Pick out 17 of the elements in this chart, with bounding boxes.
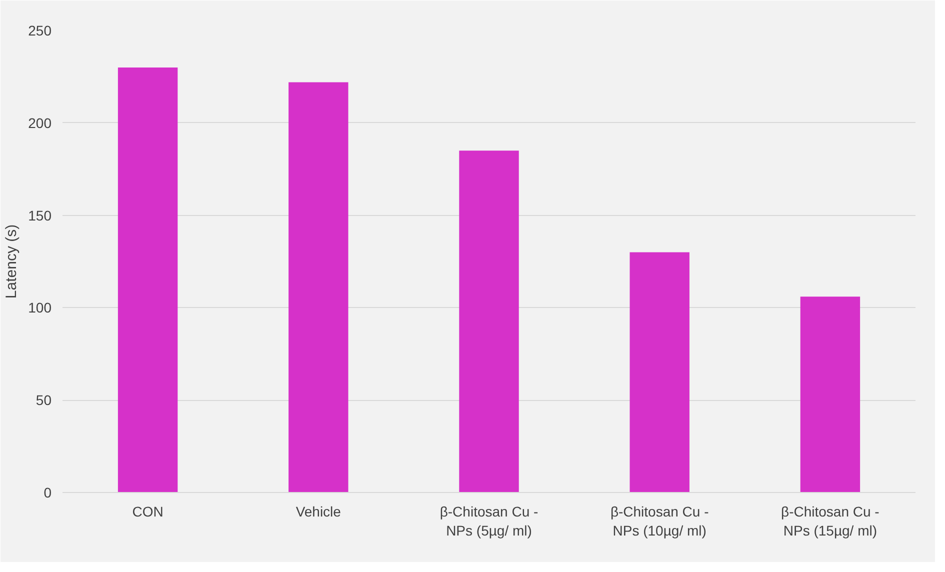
bar bbox=[800, 296, 860, 492]
bar bbox=[630, 252, 690, 492]
y-tick-label: 50 bbox=[36, 392, 52, 408]
x-tick-label: β-Chitosan Cu - NPs (5µg/ ml) bbox=[440, 504, 538, 539]
bar bbox=[459, 150, 519, 492]
x-tick-label: β-Chitosan Cu - NPs (10µg/ ml) bbox=[610, 504, 710, 539]
x-tick-label: CON bbox=[132, 504, 164, 520]
y-tick-label: 250 bbox=[28, 22, 52, 38]
x-tick-label: Vehicle bbox=[296, 504, 342, 520]
y-tick-label: 200 bbox=[28, 114, 52, 131]
bar bbox=[288, 82, 348, 492]
y-tick-label: 100 bbox=[28, 300, 52, 316]
y-tick-label: 150 bbox=[28, 207, 52, 224]
y-axis-title: Latency (s) bbox=[3, 224, 20, 299]
x-tick-label: β-Chitosan Cu - NPs (15µg/ ml) bbox=[781, 504, 880, 539]
y-tick-label: 0 bbox=[44, 484, 52, 500]
bar bbox=[118, 67, 178, 492]
